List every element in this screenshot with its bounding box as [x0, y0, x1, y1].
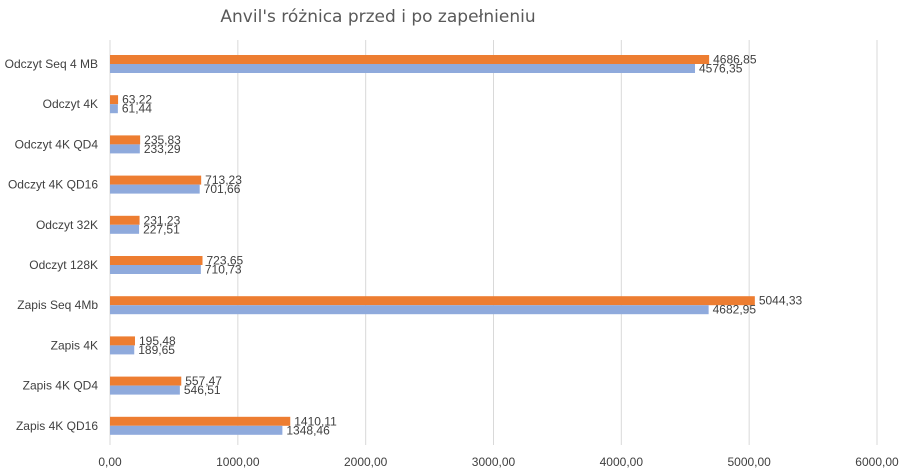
x-tick-label: 1000,00	[216, 455, 260, 469]
data-label: 1410,11	[294, 414, 337, 428]
data-label: 4576,35	[699, 62, 743, 76]
category-label: Zapis 4K QD16	[16, 419, 98, 433]
gridlines	[109, 40, 878, 445]
data-label: 723,65	[207, 254, 244, 268]
data-label: 231,23	[144, 213, 181, 227]
data-label: 701,66	[204, 182, 241, 196]
data-label: 4686,85	[713, 53, 757, 67]
bar-series-2	[110, 265, 201, 274]
category-labels: Odczyt Seq 4 MB Odczyt 4K Odczyt 4K QD4 Odc…	[5, 57, 99, 433]
bar-series-2	[110, 345, 135, 355]
bar-series-1	[110, 215, 140, 225]
category-label: Odczyt Seq 4 MB	[5, 57, 98, 71]
data-label: 5044,33	[759, 294, 803, 308]
data-label: 233,29	[144, 142, 181, 156]
bar-series-1	[110, 336, 135, 346]
x-tick-label: 3000,00	[472, 455, 516, 469]
data-label: 61,44	[122, 102, 152, 116]
category-label: Zapis 4K QD4	[23, 379, 99, 393]
bar-series-1	[110, 135, 141, 145]
bar-series-2	[110, 425, 283, 435]
category-label: Odczyt 32K	[36, 218, 98, 232]
bar-series-1	[110, 256, 203, 265]
data-label: 189,65	[138, 343, 175, 357]
bar-series-2	[110, 224, 140, 234]
category-label: Zapis Seq 4Mb	[17, 298, 98, 312]
category-label: Odczyt 128K	[29, 258, 98, 272]
x-axis-tick-labels: 0,00 1000,00 2000,00 3000,00 4000,00 5000,00 6…	[98, 455, 899, 469]
bar-series-1	[110, 416, 291, 426]
data-label: 713,23	[205, 173, 242, 187]
data-label: 63,22	[122, 93, 152, 107]
category-label: Odczyt 4K QD4	[15, 137, 99, 151]
bar-series-1	[110, 95, 119, 105]
x-tick-label: 4000,00	[600, 455, 644, 469]
category-label: Odczyt 4K	[43, 97, 98, 111]
bar-series-1	[110, 376, 182, 386]
bar-series-1	[110, 296, 755, 306]
data-label: 195,48	[139, 334, 176, 348]
x-tick-label: 5000,00	[727, 455, 771, 469]
data-label: 546,51	[184, 383, 221, 397]
bar-series-2	[110, 184, 200, 194]
bar-series-2	[110, 385, 180, 395]
data-label: 1348,46	[286, 423, 330, 437]
chart-title: Anvil's różnica przed i po zapełnieniu	[220, 7, 535, 27]
x-tick-label: 0,00	[98, 455, 122, 469]
category-label: Zapis 4K	[51, 338, 98, 352]
bar-series-2	[110, 305, 709, 315]
category-label: Odczyt 4K QD16	[8, 178, 98, 192]
data-label: 4682,95	[713, 303, 757, 317]
x-tick-label: 6000,00	[855, 455, 899, 469]
bar-series-2	[110, 144, 140, 154]
x-tick-label: 2000,00	[344, 455, 388, 469]
bar-series-2	[110, 64, 696, 73]
data-label: 557,47	[185, 374, 222, 388]
data-label: 710,73	[205, 263, 242, 277]
bar-series-1	[110, 175, 202, 185]
bar-series-2	[110, 104, 118, 114]
data-label: 227,51	[143, 222, 180, 236]
bar-series-1	[110, 55, 710, 64]
data-label: 235,83	[144, 133, 181, 147]
bars	[110, 55, 755, 435]
